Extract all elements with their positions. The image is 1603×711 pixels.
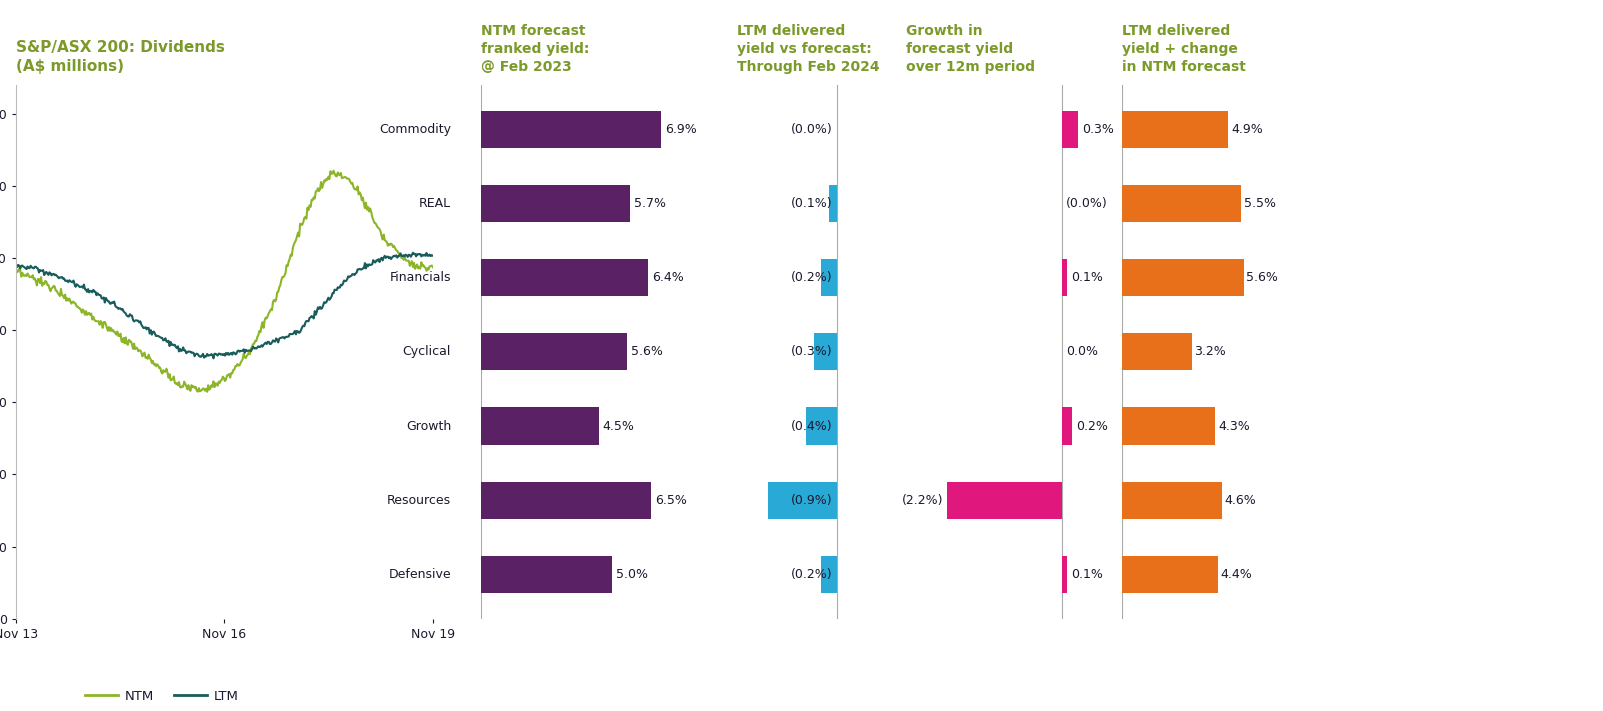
Text: 6.5%: 6.5% [656, 493, 686, 506]
Bar [1122, 407, 1215, 444]
Bar [1122, 260, 1244, 296]
Text: 0.1%: 0.1% [1071, 567, 1103, 581]
Text: Defensive: Defensive [388, 567, 450, 581]
Bar [1061, 111, 1077, 149]
Bar [1122, 481, 1221, 518]
Bar [821, 260, 837, 296]
Bar [481, 481, 651, 518]
Text: Growth: Growth [406, 419, 450, 432]
Text: (0.0%): (0.0%) [790, 123, 834, 137]
Bar [481, 555, 612, 593]
Text: (0.3%): (0.3%) [792, 346, 834, 358]
Bar [1122, 555, 1218, 593]
Text: 5.7%: 5.7% [633, 198, 665, 210]
Text: (0.2%): (0.2%) [792, 567, 834, 581]
Text: Resources: Resources [386, 493, 450, 506]
Bar [1061, 260, 1068, 296]
Text: NTM forecast
franked yield:
@ Feb 2023: NTM forecast franked yield: @ Feb 2023 [481, 23, 590, 75]
Text: 5.6%: 5.6% [1246, 272, 1278, 284]
Text: 6.9%: 6.9% [665, 123, 697, 137]
Text: Growth in
forecast yield
over 12m period: Growth in forecast yield over 12m period [906, 23, 1034, 75]
Bar [806, 407, 837, 444]
Text: (0.4%): (0.4%) [792, 419, 834, 432]
Text: 5.0%: 5.0% [616, 567, 648, 581]
Text: LTM delivered
yield vs forecast:
Through Feb 2024: LTM delivered yield vs forecast: Through… [737, 23, 880, 75]
Bar [821, 555, 837, 593]
Text: REAL: REAL [418, 198, 450, 210]
Bar [829, 186, 837, 223]
Text: (0.0%): (0.0%) [1066, 198, 1108, 210]
Text: 4.5%: 4.5% [603, 419, 635, 432]
Text: (0.1%): (0.1%) [792, 198, 834, 210]
Text: 5.5%: 5.5% [1244, 198, 1276, 210]
Bar [481, 333, 627, 370]
Text: (0.2%): (0.2%) [792, 272, 834, 284]
Bar [768, 481, 837, 518]
Text: (0.9%): (0.9%) [792, 493, 834, 506]
Text: Commodity: Commodity [378, 123, 450, 137]
Bar [1061, 407, 1072, 444]
Bar [947, 481, 1061, 518]
Text: 0.2%: 0.2% [1077, 419, 1108, 432]
Text: LTM delivered
yield + change
in NTM forecast: LTM delivered yield + change in NTM fore… [1122, 23, 1246, 75]
Text: 4.4%: 4.4% [1220, 567, 1252, 581]
Bar [1122, 186, 1241, 223]
Bar [1122, 111, 1228, 149]
Text: 0.3%: 0.3% [1082, 123, 1114, 137]
Bar [1061, 555, 1068, 593]
Bar [1122, 333, 1191, 370]
Text: Cyclical: Cyclical [402, 346, 450, 358]
Text: S&P/ASX 200: Dividends
(A$ millions): S&P/ASX 200: Dividends (A$ millions) [16, 40, 224, 75]
Bar [481, 260, 648, 296]
Bar [814, 333, 837, 370]
Text: 4.3%: 4.3% [1218, 419, 1250, 432]
Text: 4.9%: 4.9% [1231, 123, 1263, 137]
Text: Financials: Financials [390, 272, 450, 284]
Bar [481, 407, 598, 444]
Text: 6.4%: 6.4% [652, 272, 684, 284]
Text: 0.1%: 0.1% [1071, 272, 1103, 284]
Text: 3.2%: 3.2% [1194, 346, 1226, 358]
Bar [481, 186, 630, 223]
Bar [481, 111, 662, 149]
Text: 4.6%: 4.6% [1225, 493, 1257, 506]
Text: 5.6%: 5.6% [632, 346, 664, 358]
Text: (2.2%): (2.2%) [902, 493, 943, 506]
Text: 0.0%: 0.0% [1066, 346, 1098, 358]
Legend: NTM, LTM: NTM, LTM [80, 685, 244, 708]
